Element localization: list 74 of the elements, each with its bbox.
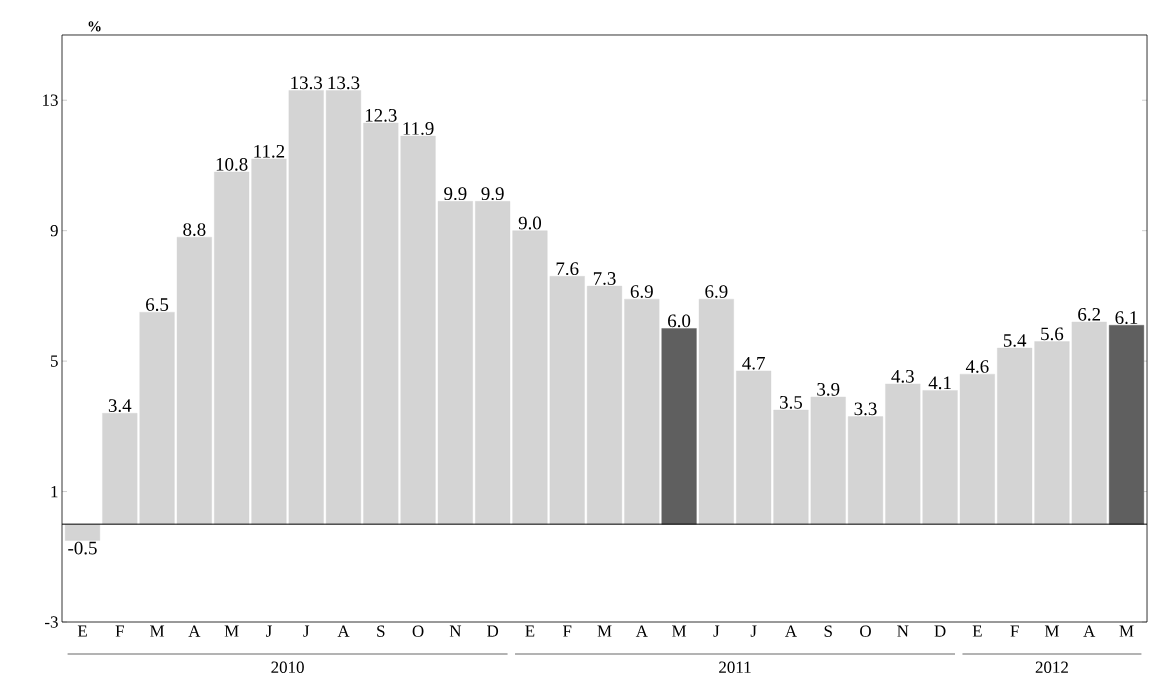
y-axis-title: % <box>88 21 101 32</box>
data-label: 5.6 <box>1041 327 1064 341</box>
data-label: 12.3 <box>365 109 397 122</box>
x-tick-label: O <box>412 625 424 637</box>
data-label: 9.9 <box>481 187 504 201</box>
x-tick-label: N <box>449 625 462 637</box>
x-tick-label: M <box>224 625 239 637</box>
x-tick-label: F <box>115 625 124 637</box>
y-tick-label: 9 <box>50 224 58 237</box>
x-tick-label: E <box>525 625 535 637</box>
x-tick-label: M <box>150 625 165 637</box>
y-tick-label: 5 <box>51 355 58 367</box>
text: 2010 <box>271 661 304 673</box>
x-tick-label: J <box>266 625 272 637</box>
text: 2012 <box>1035 661 1068 673</box>
data-label: 7.6 <box>556 262 579 276</box>
x-tick-label: O <box>860 625 871 637</box>
bar <box>624 298 660 525</box>
y-tick-label: -3 <box>45 616 58 628</box>
x-tick-label: A <box>337 625 350 637</box>
data-label: -0.5 <box>68 541 97 555</box>
data-label: 5.4 <box>1003 334 1027 347</box>
x-tick-label: M <box>1044 625 1059 637</box>
x-tick-label: D <box>934 625 946 637</box>
data-label: 3.5 <box>780 396 803 409</box>
x-tick-label: A <box>635 625 648 637</box>
data-label: 3.9 <box>817 382 840 396</box>
text: 2011 <box>719 661 751 673</box>
x-tick-label: J <box>750 625 757 637</box>
bar <box>64 523 101 541</box>
data-label: 13.3 <box>291 76 323 90</box>
y-tick-label: 13 <box>43 94 58 106</box>
bar <box>586 285 623 525</box>
data-label: 11.9 <box>403 122 434 135</box>
x-tick-label: A <box>1083 625 1096 637</box>
x-tick-label: A <box>188 625 201 637</box>
data-label: 13.3 <box>328 76 360 90</box>
x-tick-label: M <box>597 625 612 637</box>
data-label: 3.3 <box>854 402 877 416</box>
data-label: 11.2 <box>254 144 285 158</box>
data-label: 8.8 <box>183 223 206 236</box>
bar <box>1108 325 1145 525</box>
data-label: 9.0 <box>518 216 542 230</box>
data-label: 9.9 <box>444 187 467 201</box>
data-label: 4.7 <box>742 356 765 370</box>
data-label: 4.6 <box>965 360 989 373</box>
x-tick-label: E <box>77 625 87 637</box>
data-label: 4.1 <box>928 376 951 390</box>
x-tick-label: S <box>377 625 385 637</box>
x-tick-label: S <box>824 625 832 637</box>
x-tick-label: F <box>563 625 572 637</box>
data-label: 6.2 <box>1078 307 1101 321</box>
bar <box>325 90 362 525</box>
data-label: 6.0 <box>668 314 691 328</box>
x-tick-label: D <box>487 625 499 637</box>
data-label: 4.3 <box>891 369 914 383</box>
x-tick-label: M <box>672 625 687 637</box>
data-label: 3.4 <box>108 399 132 413</box>
x-tick-label: J <box>713 625 720 637</box>
data-label: 6.9 <box>630 285 653 298</box>
data-label: 6.9 <box>705 285 728 298</box>
data-label: 10.8 <box>216 157 248 171</box>
x-tick-label: N <box>897 625 909 637</box>
x-tick-label: A <box>785 625 797 637</box>
x-tick-label: E <box>972 625 982 637</box>
data-label: 6.1 <box>1115 311 1138 325</box>
bar <box>698 298 734 525</box>
y-tick-label: 1 <box>51 485 58 498</box>
bar <box>661 328 697 525</box>
data-label: 6.5 <box>146 298 169 311</box>
data-label: 7.3 <box>593 272 616 285</box>
x-tick-label: F <box>1010 625 1019 637</box>
x-tick-label: M <box>1119 625 1134 637</box>
x-tick-label: J <box>303 625 310 637</box>
